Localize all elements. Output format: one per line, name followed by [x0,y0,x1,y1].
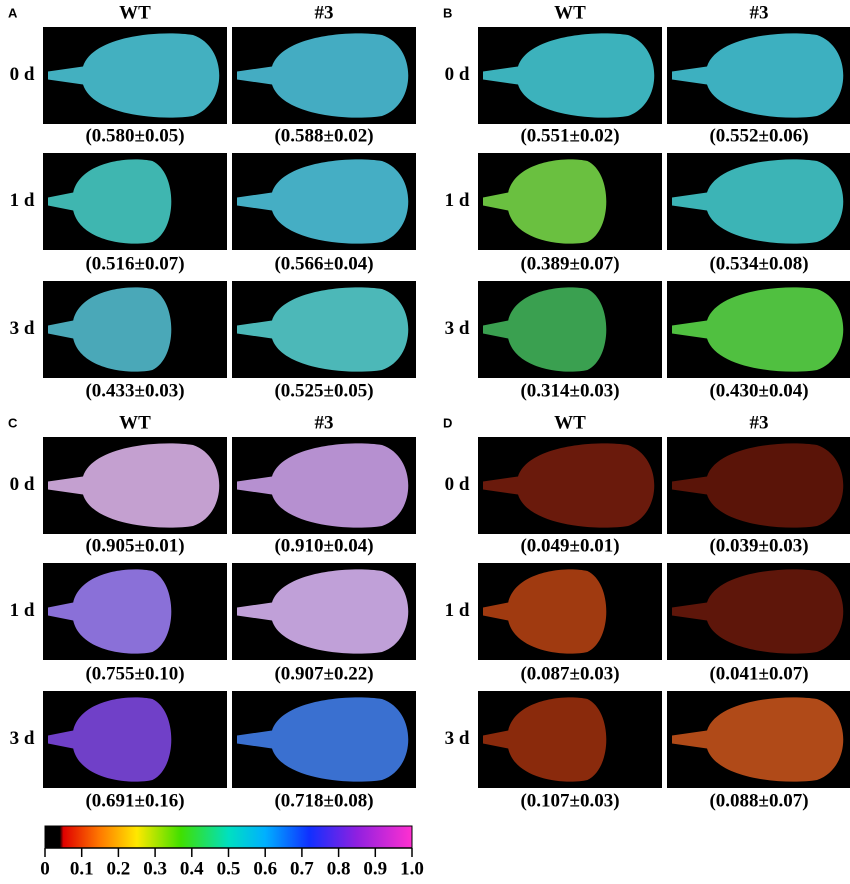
row-label: 3 d [445,728,470,749]
value-label: (0.041±0.07) [709,663,808,684]
leaf [483,33,655,118]
panel-letter: A [8,5,18,20]
value-label: (0.088±0.07) [709,790,808,811]
row-label: 0 d [445,64,470,85]
value-label: (0.314±0.03) [520,380,619,401]
column-header: #3 [750,2,769,23]
leaf [237,33,409,118]
value-label: (0.525±0.05) [274,380,373,401]
leaf [48,33,220,118]
column-header: #3 [750,412,769,433]
row-label: 3 d [10,728,35,749]
value-label: (0.534±0.08) [709,253,808,274]
tick-label: 1.0 [400,858,424,879]
value-label: (0.907±0.22) [274,663,373,684]
leaf [48,287,172,372]
leaf [483,443,655,528]
tick-label: 0.2 [107,858,131,879]
leaf [672,443,844,528]
leaf [672,697,844,782]
column-header: #3 [315,2,334,23]
value-label: (0.718±0.08) [274,790,373,811]
value-label: (0.516±0.07) [85,253,184,274]
leaf [483,287,607,372]
column-header: WT [554,2,586,23]
row-label: 1 d [10,190,35,211]
leaf [483,697,607,782]
row-label: 3 d [10,318,35,339]
value-label: (0.691±0.16) [85,790,184,811]
colorbar [44,825,413,849]
tick-label: 0.7 [290,858,314,879]
leaf [237,569,409,654]
value-label: (0.087±0.03) [520,663,619,684]
value-label: (0.905±0.01) [85,535,184,556]
value-label: (0.039±0.03) [709,535,808,556]
value-label: (0.107±0.03) [520,790,619,811]
column-header: WT [119,2,151,23]
value-label: (0.049±0.01) [520,535,619,556]
panel-letter: B [443,5,452,20]
column-header: #3 [315,412,334,433]
leaf [672,159,844,244]
leaf [483,569,607,654]
leaf [48,443,220,528]
row-label: 3 d [445,318,470,339]
row-label: 1 d [445,190,470,211]
value-label: (0.551±0.02) [520,125,619,146]
leaf [672,33,844,118]
panel-letter: D [443,415,452,430]
row-label: 0 d [10,474,35,495]
column-header: WT [119,412,151,433]
value-label: (0.755±0.10) [85,663,184,684]
tick-label: 0.5 [217,858,241,879]
value-label: (0.430±0.04) [709,380,808,401]
tick-label: 0.8 [327,858,351,879]
value-label: (0.580±0.05) [85,125,184,146]
row-label: 1 d [10,600,35,621]
value-label: (0.566±0.04) [274,253,373,274]
value-label: (0.389±0.07) [520,253,619,274]
row-label: 0 d [10,64,35,85]
tick-label: 0.1 [70,858,94,879]
value-label: (0.433±0.03) [85,380,184,401]
row-label: 0 d [445,474,470,495]
leaf [237,697,409,782]
row-label: 1 d [445,600,470,621]
leaf [48,569,172,654]
column-header: WT [554,412,586,433]
leaf [237,159,409,244]
leaf [483,159,607,244]
value-label: (0.588±0.02) [274,125,373,146]
leaf [48,697,172,782]
leaf [237,287,409,372]
leaf [672,569,844,654]
leaf [672,287,844,372]
tick-label: 0 [40,858,50,879]
leaf [48,159,172,244]
value-label: (0.552±0.06) [709,125,808,146]
leaf [237,443,409,528]
tick-label: 0.4 [180,858,204,879]
tick-label: 0.3 [143,858,167,879]
tick-label: 0.6 [253,858,277,879]
panel-letter: C [8,415,18,430]
value-label: (0.910±0.04) [274,535,373,556]
tick-label: 0.9 [363,858,387,879]
